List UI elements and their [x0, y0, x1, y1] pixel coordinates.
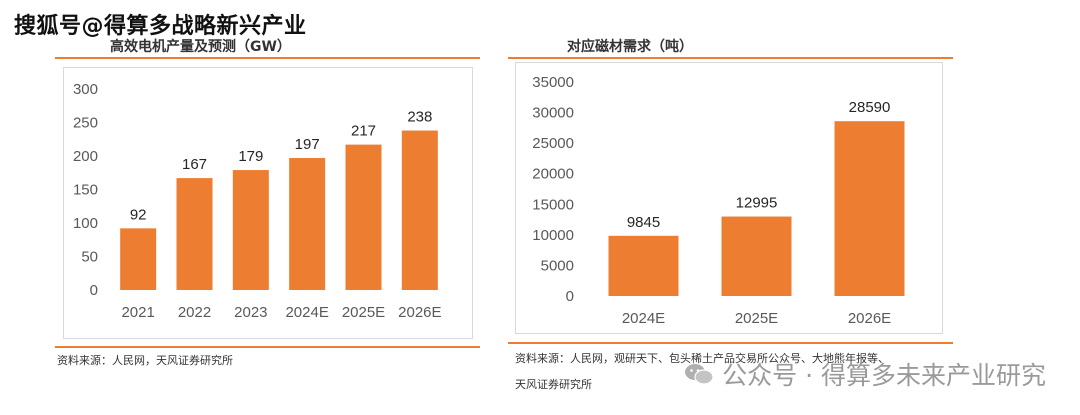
right-chart-ytick-label: 25000 — [532, 135, 574, 152]
left-chart-bar — [401, 130, 438, 290]
left-chart-ytick-label: 200 — [73, 148, 98, 165]
right-chart-data-label: 28590 — [849, 99, 891, 116]
watermark-bottom: 公众号 · 得算多未来产业研究 — [684, 356, 1046, 392]
right-chart-xtick-label: 2024E — [622, 310, 665, 327]
left-chart-data-label: 197 — [295, 136, 320, 153]
left-chart-bar — [345, 144, 382, 290]
right-chart-data-label: 12995 — [736, 195, 778, 212]
right-chart-title: 对应磁材需求（吨） — [567, 39, 693, 55]
right-chart-ytick-label: 10000 — [532, 227, 574, 244]
watermark-top: 搜狐号@得算多战略新兴产业 — [14, 14, 307, 39]
right-source-line1: 资料来源：人民网，观研天下、包头稀土产品交易所公众号、大地熊年报等、 — [515, 352, 889, 365]
left-chart-xtick-label: 2026E — [398, 304, 441, 321]
left-chart-ytick-label: 300 — [73, 81, 98, 98]
left-chart-title: 高效电机产量及预测（GW） — [110, 39, 291, 55]
left-source-rule — [55, 346, 480, 348]
left-chart-ytick-label: 100 — [73, 215, 98, 232]
right-chart-ytick-label: 20000 — [532, 166, 574, 183]
right-chart-xtick-label: 2026E — [848, 310, 891, 327]
left-chart-bar — [120, 228, 157, 290]
right-chart-ytick-label: 30000 — [532, 105, 574, 122]
right-title-rule — [508, 57, 953, 59]
left-chart-data-label: 238 — [407, 109, 432, 126]
left-chart-bar — [232, 170, 269, 290]
right-chart-ytick-label: 35000 — [532, 74, 574, 91]
right-chart-ytick-label: 5000 — [541, 257, 574, 274]
right-chart-frame: 0 5000 10000 15000 20000 25000 30000 35000 9845 2… — [515, 62, 943, 334]
left-title-rule — [55, 57, 480, 59]
wechat-icon — [684, 362, 714, 386]
left-chart-xtick-label: 2024E — [285, 304, 328, 321]
left-chart-data-label: 179 — [238, 148, 263, 165]
right-chart-ytick-label: 0 — [566, 288, 574, 305]
right-chart-bar — [721, 216, 792, 296]
watermark-bottom-text: 公众号 · 得算多未来产业研究 — [722, 361, 1046, 390]
left-chart-xtick-label: 2021 — [121, 304, 154, 321]
left-chart-data-label: 217 — [351, 123, 376, 140]
right-source-line2: 天风证券研究所 — [515, 378, 592, 391]
right-source-rule — [508, 342, 953, 344]
left-chart-data-label: 167 — [182, 156, 207, 173]
left-chart-ytick-label: 0 — [90, 282, 98, 299]
left-chart-ytick-label: 150 — [73, 182, 98, 199]
right-chart-ytick-label: 15000 — [532, 196, 574, 213]
right-chart-bar — [834, 121, 905, 296]
left-chart-frame: 0 50 100 150 200 250 300 92 2021 167 2022 179 2023 19… — [63, 67, 473, 339]
left-chart-xtick-label: 2022 — [178, 304, 211, 321]
left-chart-xtick-label: 2023 — [234, 304, 267, 321]
right-chart-xtick-label: 2025E — [735, 310, 778, 327]
left-chart-ytick-label: 50 — [81, 249, 98, 266]
left-chart-bar — [176, 178, 213, 290]
left-chart-ytick-label: 250 — [73, 115, 98, 132]
left-source: 资料来源：人民网，天风证券研究所 — [57, 354, 233, 367]
left-chart-svg: 0 50 100 150 200 250 300 92 2021 167 2022 179 2023 19… — [73, 81, 442, 321]
right-chart-bar — [608, 235, 679, 296]
right-chart-svg: 0 5000 10000 15000 20000 25000 30000 35000 9845 2… — [532, 74, 905, 327]
left-chart-data-label: 92 — [130, 206, 147, 223]
right-chart-data-label: 9845 — [627, 214, 660, 231]
left-chart-bar — [289, 158, 326, 290]
left-chart-xtick-label: 2025E — [342, 304, 385, 321]
